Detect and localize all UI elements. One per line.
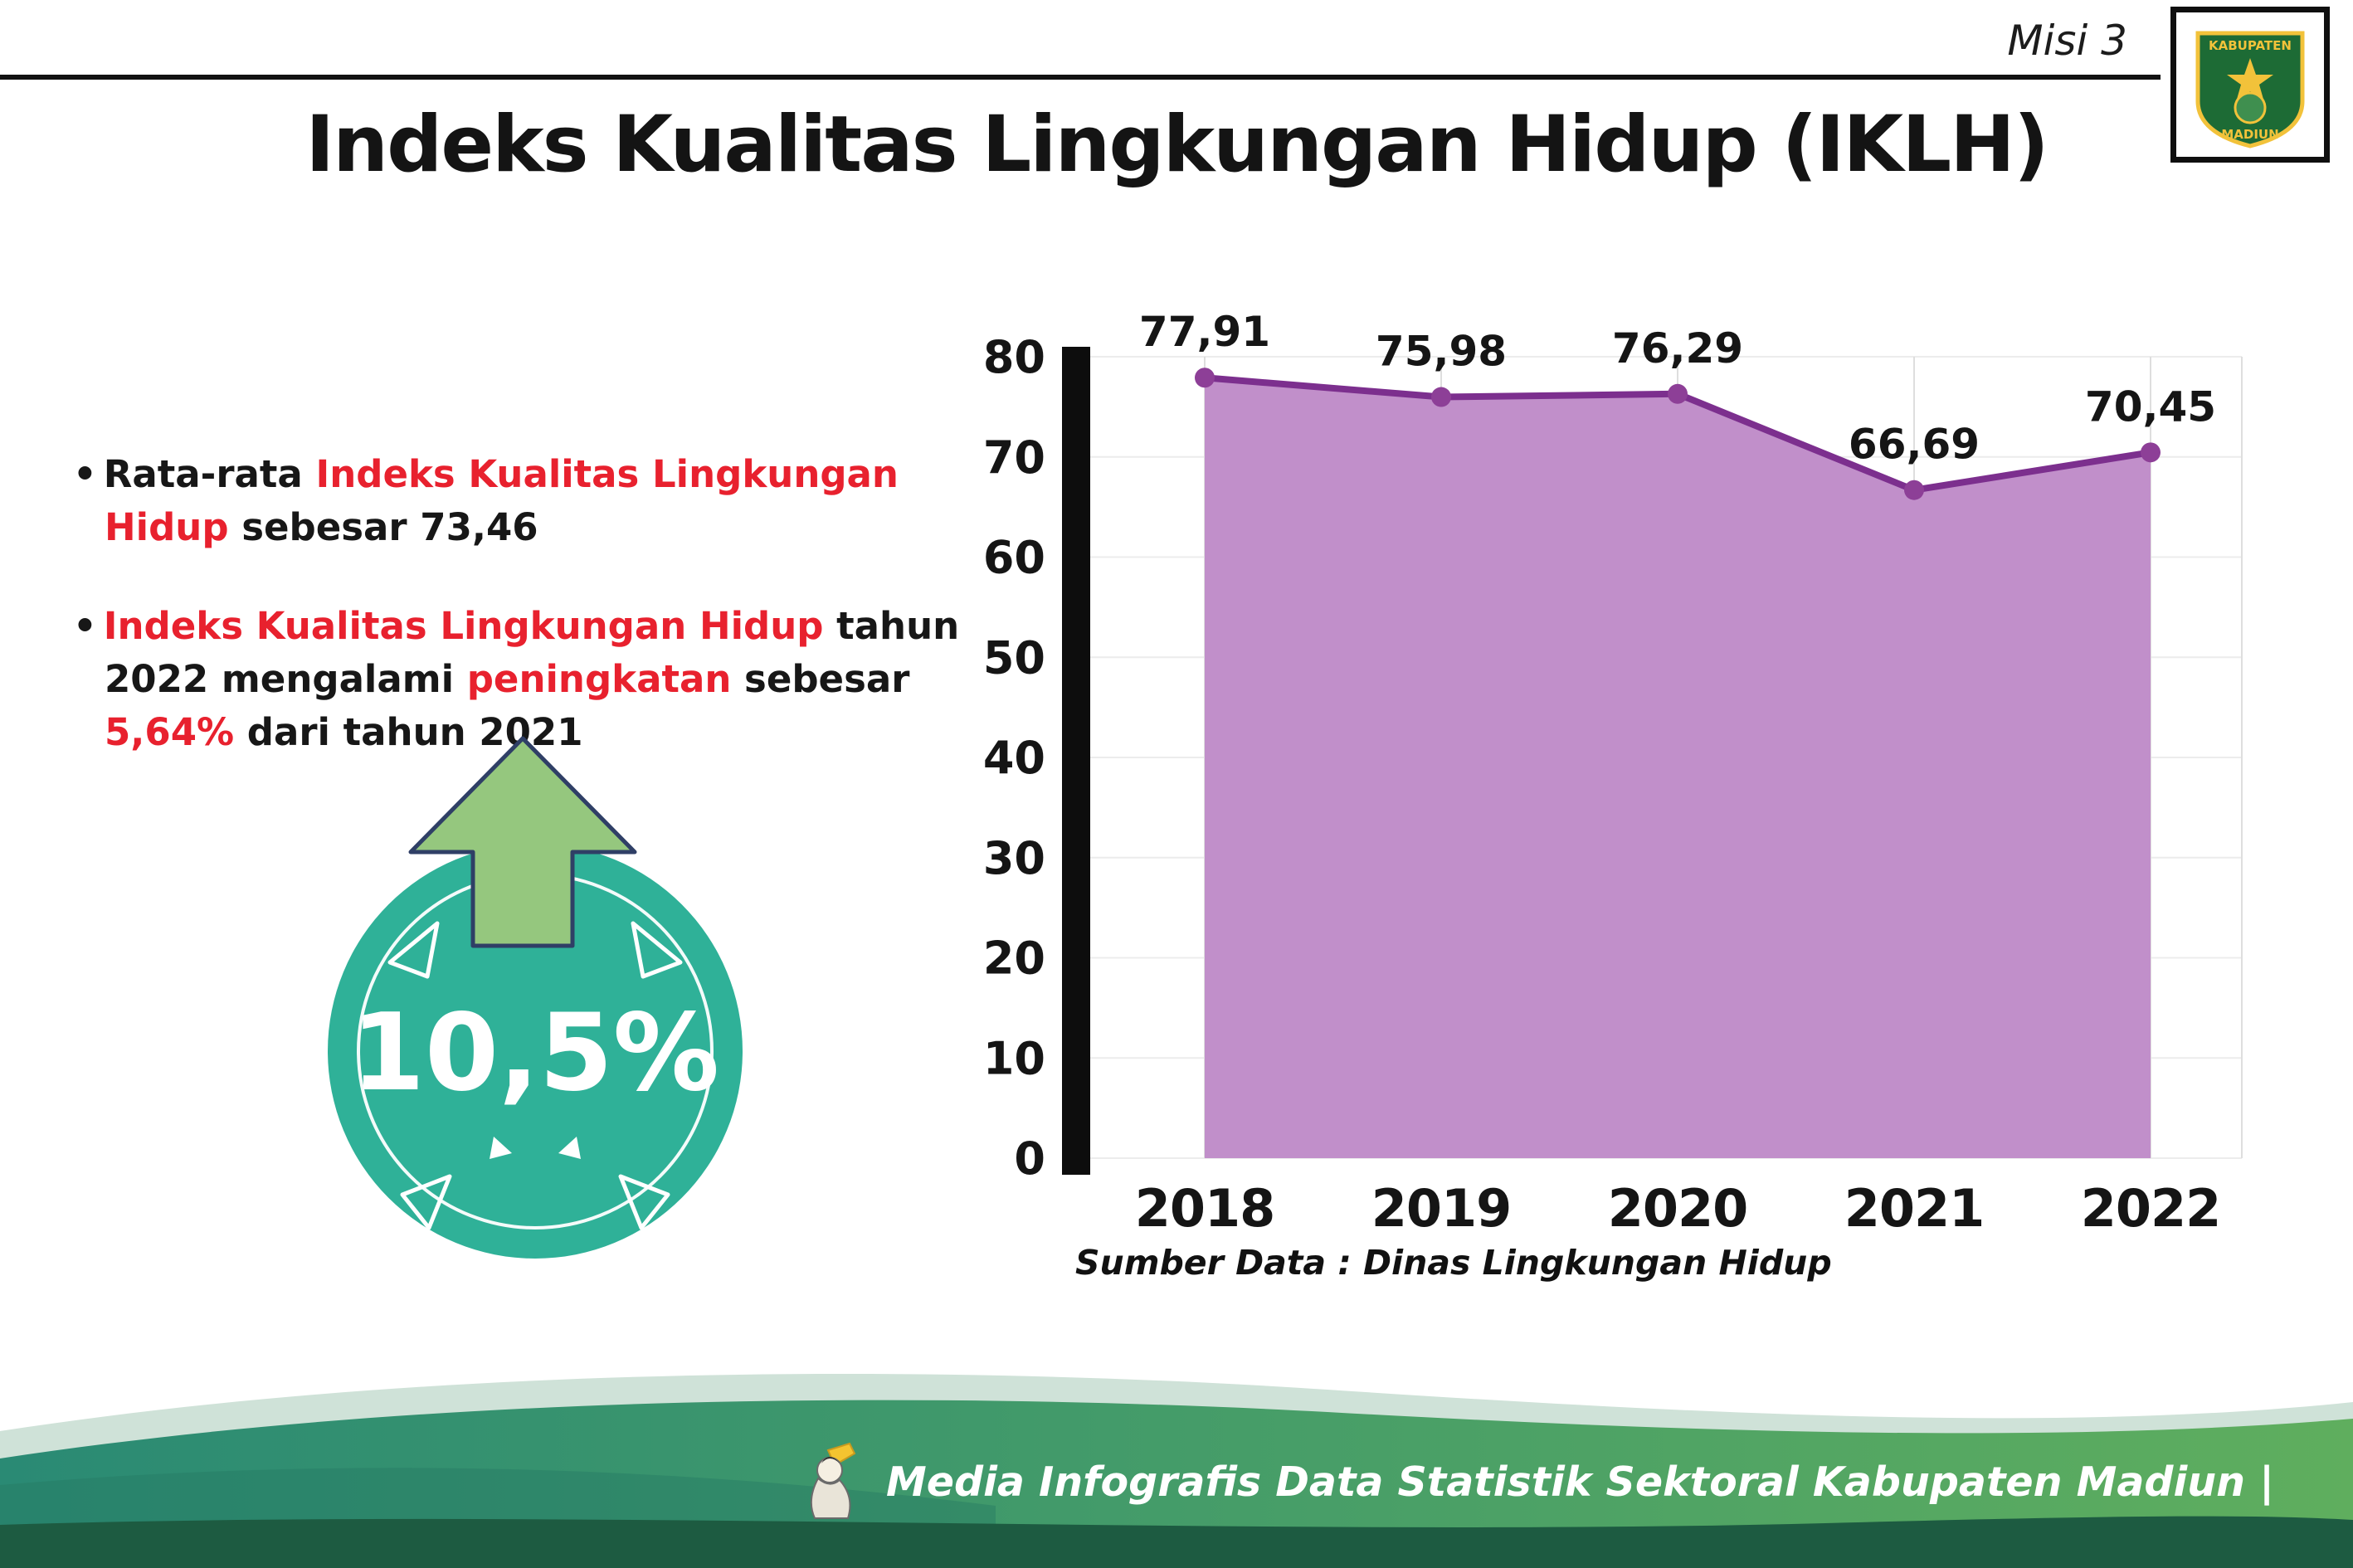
mascot-hair <box>821 1457 840 1463</box>
bullet-increase-2022: Indeks Kualitas Lingkungan Hidup tahun 2… <box>73 600 1015 759</box>
y-tick-label: 20 <box>983 933 1045 985</box>
badge-mark-right <box>558 1137 581 1159</box>
misi-label: Misi 3 <box>2007 17 2127 65</box>
header-divider <box>0 75 2161 80</box>
badge-tick-lower-right <box>618 1174 670 1230</box>
data-point-label: 77,91 <box>1139 308 1270 356</box>
y-tick-label: 30 <box>983 832 1045 884</box>
bullet2-highlight-3: 5,64% <box>105 709 235 754</box>
x-axis-label: 2018 <box>1135 1178 1275 1239</box>
y-tick-label: 60 <box>983 532 1045 584</box>
badge-value: 10,5% <box>351 991 719 1115</box>
y-axis-bar <box>1062 347 1090 1175</box>
iklh-area-chart: 0 10 20 30 40 50 60 70 80 77,91 75,98 76,29 66,69 70,… <box>983 308 2243 1239</box>
up-arrow-icon <box>408 736 637 948</box>
mascot-body <box>810 1477 851 1519</box>
mascot-icon <box>810 1442 856 1519</box>
badge-tick-upper-right <box>631 921 683 979</box>
y-tick-label: 80 <box>983 331 1045 383</box>
y-tick-label: 40 <box>983 732 1045 784</box>
footer-dark-strip <box>0 1516 2353 1568</box>
footer-wave-graphic <box>0 1374 2353 1568</box>
bullet-average-iklh: Rata-rata Indeks Kualitas Lingkungan Hid… <box>73 448 1015 554</box>
area-fill <box>1205 377 2151 1158</box>
badge-tick-lower-left <box>400 1174 452 1230</box>
data-point-label: 70,45 <box>2085 382 2216 431</box>
page-title: Indeks Kualitas Lingkungan Hidup (IKLH) <box>305 100 2049 190</box>
badge-tick-upper-left <box>387 921 440 979</box>
data-point <box>1668 383 1688 404</box>
logo-star <box>2227 58 2273 102</box>
x-axis-label: 2022 <box>2081 1178 2221 1239</box>
footer-caption-text: Media Infografis Data Statistik Sektoral… <box>886 1458 2274 1506</box>
data-point-label: 66,69 <box>1849 421 1980 469</box>
bullet2-text-2: sebesar <box>731 656 910 701</box>
x-axis-label: 2019 <box>1371 1178 1512 1239</box>
kabupaten-madiun-logo-frame: KABUPATEN MADIUN <box>2170 7 2330 163</box>
logo-top-text: KABUPATEN <box>2209 38 2292 53</box>
mascot-head <box>816 1457 844 1483</box>
y-tick-label: 50 <box>983 631 1045 684</box>
logo-emblem-circle <box>2234 91 2267 124</box>
bullet1-text-2: sebesar 73,46 <box>228 504 538 549</box>
data-point <box>1904 480 1924 500</box>
data-point-label: 76,29 <box>1612 324 1743 373</box>
bullet2-text-1: tahun 2022 mengalami <box>105 603 960 701</box>
increase-badge: 10,5% <box>319 726 751 1290</box>
x-axis-label: 2020 <box>1608 1178 1748 1239</box>
source-note: Sumber Data : Dinas Lingkungan Hidup <box>1075 1243 1832 1283</box>
data-point <box>1431 387 1451 407</box>
y-tick-label: 70 <box>983 431 1045 484</box>
bullet1-highlight: Indeks Kualitas Lingkungan Hidup <box>105 452 899 549</box>
x-axis-label: 2021 <box>1844 1178 1985 1239</box>
bullet1-text-1: Rata-rata <box>103 452 316 496</box>
increase-badge-graphic: 10,5% <box>328 736 743 1259</box>
data-point-label: 75,98 <box>1376 328 1507 376</box>
y-tick-label: 10 <box>983 1032 1045 1084</box>
summary-bullets: Rata-rata Indeks Kualitas Lingkungan Hid… <box>73 448 1015 804</box>
footer-caption: Media Infografis Data Statistik Sektoral… <box>797 1442 2274 1522</box>
data-point <box>1195 368 1215 388</box>
iklh-chart-container: 0 10 20 30 40 50 60 70 80 77,91 75,98 76,29 66,69 70,… <box>938 290 2265 1327</box>
bullet2-highlight-1: Indeks Kualitas Lingkungan Hidup <box>103 603 824 648</box>
bullet2-highlight-2: peningkatan <box>466 656 732 701</box>
kabupaten-madiun-logo: KABUPATEN MADIUN <box>2195 31 2305 149</box>
y-tick-label: 0 <box>1014 1132 1045 1185</box>
badge-mark-left <box>490 1137 512 1159</box>
logo-bottom-text: MADIUN <box>2221 127 2278 142</box>
data-point <box>2141 442 2161 463</box>
